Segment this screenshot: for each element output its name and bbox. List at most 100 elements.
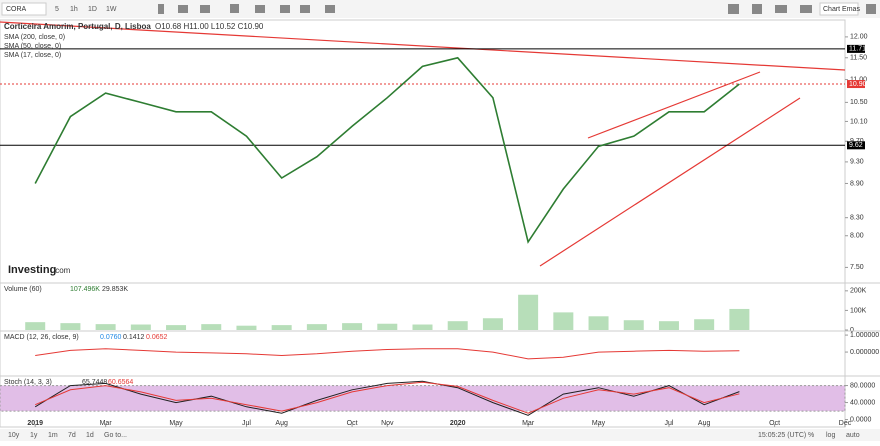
x-tick-label: Oct bbox=[347, 420, 358, 427]
volume-bar bbox=[694, 319, 715, 330]
range[interactable]: 10y bbox=[8, 432, 20, 439]
volume-bar bbox=[25, 322, 46, 330]
range[interactable]: 1d bbox=[86, 432, 94, 439]
x-tick-label: Jul bbox=[242, 420, 251, 427]
range[interactable]: 7d bbox=[68, 432, 76, 439]
toolbar-icons[interactable] bbox=[158, 4, 876, 14]
level-tag bbox=[847, 141, 865, 150]
brand: Investing bbox=[8, 264, 56, 276]
y-tick-label: 8.30 bbox=[850, 215, 864, 222]
y-tick-label: 8.00 bbox=[850, 233, 864, 240]
volume-bar bbox=[482, 318, 503, 330]
y-tick-label: 0 bbox=[850, 327, 854, 334]
volume-bar bbox=[412, 324, 433, 330]
trend-lines bbox=[0, 21, 846, 267]
volume-bar bbox=[236, 325, 257, 330]
y-tick-label: 200K bbox=[850, 288, 867, 295]
series-line bbox=[34, 56, 740, 244]
volume-bar bbox=[377, 323, 398, 330]
x-tick-label: May bbox=[592, 420, 606, 427]
y-tick-label: 9.30 bbox=[850, 159, 864, 166]
x-tick-label: Aug bbox=[275, 420, 288, 427]
interval[interactable]: 1h bbox=[70, 6, 78, 13]
layout-button[interactable] bbox=[819, 2, 859, 16]
scale-option[interactable]: % bbox=[808, 432, 814, 439]
level-label: 9.62 bbox=[849, 142, 863, 149]
interval[interactable]: 1D bbox=[88, 6, 97, 13]
scale-option[interactable]: auto bbox=[846, 432, 860, 439]
stoch-band bbox=[0, 385, 846, 412]
volume-bar bbox=[201, 324, 222, 330]
clock: 15:05:25 (UTC) bbox=[758, 432, 806, 439]
symbol-box[interactable] bbox=[1, 2, 47, 16]
series-line bbox=[34, 380, 740, 416]
volume-bar bbox=[729, 308, 750, 330]
interval[interactable]: 5 bbox=[55, 6, 59, 13]
panel-title: Stoch (14, 3, 3) bbox=[4, 379, 52, 386]
indicator-label: SMA (200, close, 0) bbox=[4, 34, 65, 41]
indicator-label: SMA (50, close, 0) bbox=[4, 43, 61, 50]
x-tick-label: Jul bbox=[664, 420, 673, 427]
y-tick-label: 10.50 bbox=[850, 99, 868, 106]
layout-name[interactable]: Chart Emas bbox=[823, 6, 860, 13]
range[interactable]: Go to... bbox=[104, 432, 127, 439]
y-tick-label: 0.000000 bbox=[850, 349, 879, 356]
indicator-label: SMA (17, close, 0) bbox=[4, 52, 61, 59]
chart-title: Corticeira Amorim, Portugal, D, Lisboa bbox=[4, 22, 151, 31]
level-label: 11.71 bbox=[849, 46, 866, 53]
toolbar bbox=[0, 0, 880, 18]
x-tick-label: May bbox=[169, 420, 183, 427]
y-tick-label: 12.00 bbox=[850, 34, 868, 41]
volume-bar bbox=[447, 321, 468, 330]
y-tick-label: 7.50 bbox=[850, 264, 864, 271]
x-tick-label: Mar bbox=[100, 420, 113, 427]
volume-bar bbox=[95, 324, 116, 330]
y-tick-label: 80.0000 bbox=[850, 382, 875, 389]
ohlc-legend: O10.68 H11.00 L10.52 C10.90 bbox=[155, 22, 264, 31]
level-label: 10.90 bbox=[849, 81, 867, 88]
symbol[interactable]: CORA bbox=[6, 6, 27, 13]
interval[interactable]: 1W bbox=[106, 6, 117, 13]
scale-option[interactable]: log bbox=[826, 432, 835, 439]
x-tick-label: Aug bbox=[698, 420, 711, 427]
x-tick-label: Nov bbox=[381, 420, 394, 427]
y-tick-label: 8.90 bbox=[850, 180, 864, 187]
range[interactable]: 1y bbox=[30, 432, 38, 439]
readout: 0.1412 bbox=[123, 334, 145, 341]
x-tick-label: Oct bbox=[769, 420, 780, 427]
level-tag bbox=[847, 80, 865, 89]
volume-bar bbox=[623, 320, 644, 330]
x-tick-label: Mar bbox=[522, 420, 535, 427]
readout: 107.496K bbox=[70, 286, 100, 293]
y-tick-label: 11.00 bbox=[850, 76, 867, 83]
volume-bar bbox=[130, 324, 151, 330]
volume-bar bbox=[166, 325, 187, 330]
brand-suffix: .com bbox=[53, 266, 71, 275]
readout: 0.0652 bbox=[146, 334, 168, 341]
volume-bar bbox=[658, 321, 679, 330]
readout: 0.0760 bbox=[100, 334, 122, 341]
volume-bar bbox=[553, 312, 574, 330]
panel-title: Volume (60) bbox=[4, 286, 42, 293]
range[interactable]: 1m bbox=[48, 432, 58, 439]
y-tick-label: 0.0000 bbox=[850, 416, 872, 423]
plot-frame bbox=[0, 19, 846, 428]
volume-bar bbox=[60, 323, 81, 330]
y-tick-label: 1.000000 bbox=[850, 332, 879, 339]
series-line bbox=[35, 381, 740, 414]
volume-bar bbox=[271, 325, 292, 330]
volume-bar bbox=[306, 324, 327, 330]
y-tick-label: 11.50 bbox=[850, 55, 867, 62]
y-tick-label: 100K bbox=[850, 307, 867, 314]
x-tick-label: Dec bbox=[839, 420, 852, 427]
readout: 65.7448 bbox=[82, 379, 107, 386]
panel-title: MACD (12, 26, close, 9) bbox=[4, 334, 79, 341]
level-tag bbox=[847, 44, 865, 53]
footer bbox=[0, 429, 880, 441]
readout: 60.6564 bbox=[108, 379, 133, 386]
readout: 29.853K bbox=[102, 286, 128, 293]
volume-bar bbox=[588, 316, 609, 330]
x-tick-label: 2019 bbox=[27, 420, 43, 427]
